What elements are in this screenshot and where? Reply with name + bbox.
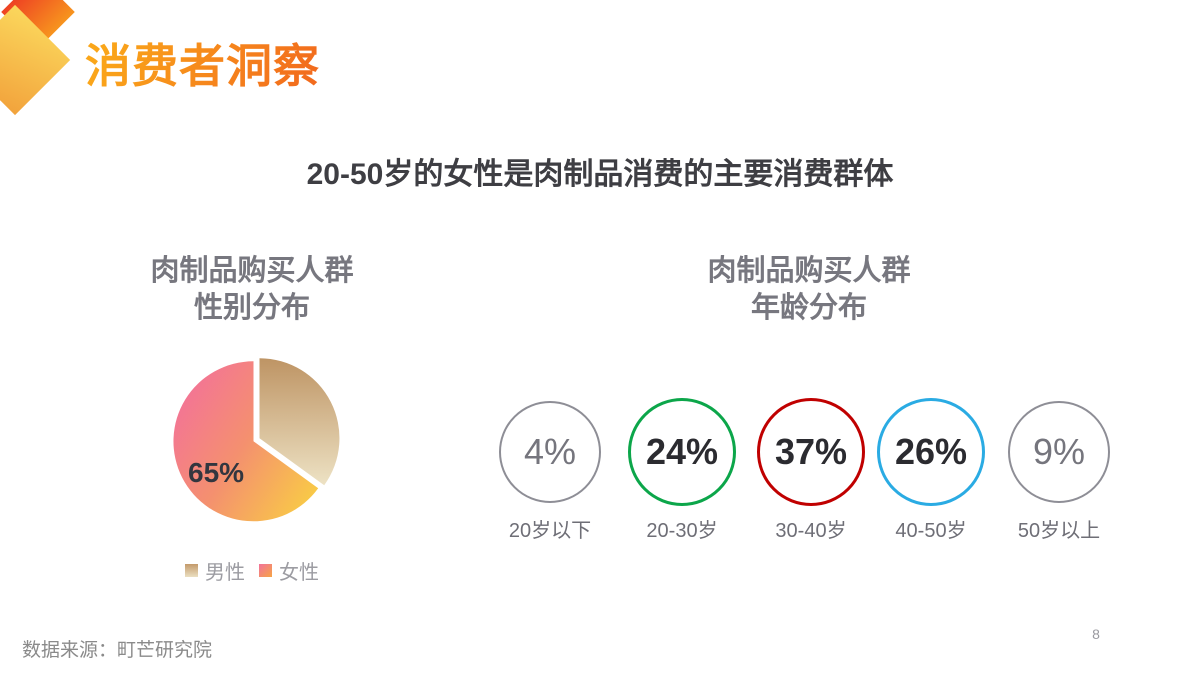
- legend-swatch-male: [185, 564, 198, 577]
- legend-item-male: 男性: [185, 556, 245, 585]
- age-chart-title-line2: 年龄分布: [750, 292, 867, 324]
- age-circle-under-20: 4%: [499, 401, 601, 503]
- age-item-over-50: 9% 50岁以上: [994, 396, 1124, 546]
- pie-slice-female: [173, 361, 319, 522]
- age-circle-over-50: 9%: [1008, 401, 1110, 503]
- legend-label-male: 男性: [205, 562, 245, 584]
- legend-swatch-female: [259, 564, 272, 577]
- age-chart-title-line1: 肉制品购买人群: [707, 255, 911, 287]
- age-label-30-40: 30-40岁: [775, 520, 847, 542]
- age-value-over-50: 9%: [1032, 431, 1086, 472]
- gender-chart-title-line2: 性别分布: [193, 292, 310, 324]
- age-value-under-20: 4%: [523, 431, 577, 472]
- age-item-under-20: 4% 20岁以下: [485, 396, 615, 546]
- age-value-20-30: 24%: [645, 431, 719, 472]
- legend-label-female: 女性: [279, 562, 319, 584]
- age-value-40-50: 26%: [894, 431, 968, 472]
- age-item-40-50: 26% 40-50岁: [866, 396, 996, 546]
- page-number: 8: [1092, 626, 1100, 642]
- legend-item-female: 女性: [259, 556, 319, 585]
- age-label-under-20: 20岁以下: [508, 520, 592, 542]
- age-label-over-50: 50岁以上: [1017, 520, 1101, 542]
- gender-chart-title: 肉制品购买人群 性别分布: [102, 253, 402, 327]
- age-circle-40-50: 26%: [877, 398, 985, 506]
- age-label-40-50: 40-50岁: [895, 520, 967, 542]
- age-item-30-40: 37% 30-40岁: [746, 396, 876, 546]
- age-chart-title: 肉制品购买人群 年龄分布: [659, 253, 959, 327]
- age-circle-30-40: 37%: [757, 398, 865, 506]
- age-circle-20-30: 24%: [628, 398, 736, 506]
- pie-slice-male: [259, 358, 340, 486]
- slide-subtitle: 20-50岁的女性是肉制品消费的主要消费群体: [306, 158, 894, 191]
- gender-chart-title-line1: 肉制品购买人群: [150, 255, 354, 287]
- gender-pie-chart: 65%: [173, 358, 340, 522]
- age-value-30-40: 37%: [774, 431, 848, 472]
- gender-legend: 男性 女性: [102, 556, 402, 585]
- data-source-note: 数据来源：町芒研究院: [22, 640, 213, 661]
- age-item-20-30: 24% 20-30岁: [617, 396, 747, 546]
- pie-data-label: 65%: [188, 457, 244, 488]
- page-title: 消费者洞察: [85, 30, 320, 96]
- age-label-20-30: 20-30岁: [646, 520, 718, 542]
